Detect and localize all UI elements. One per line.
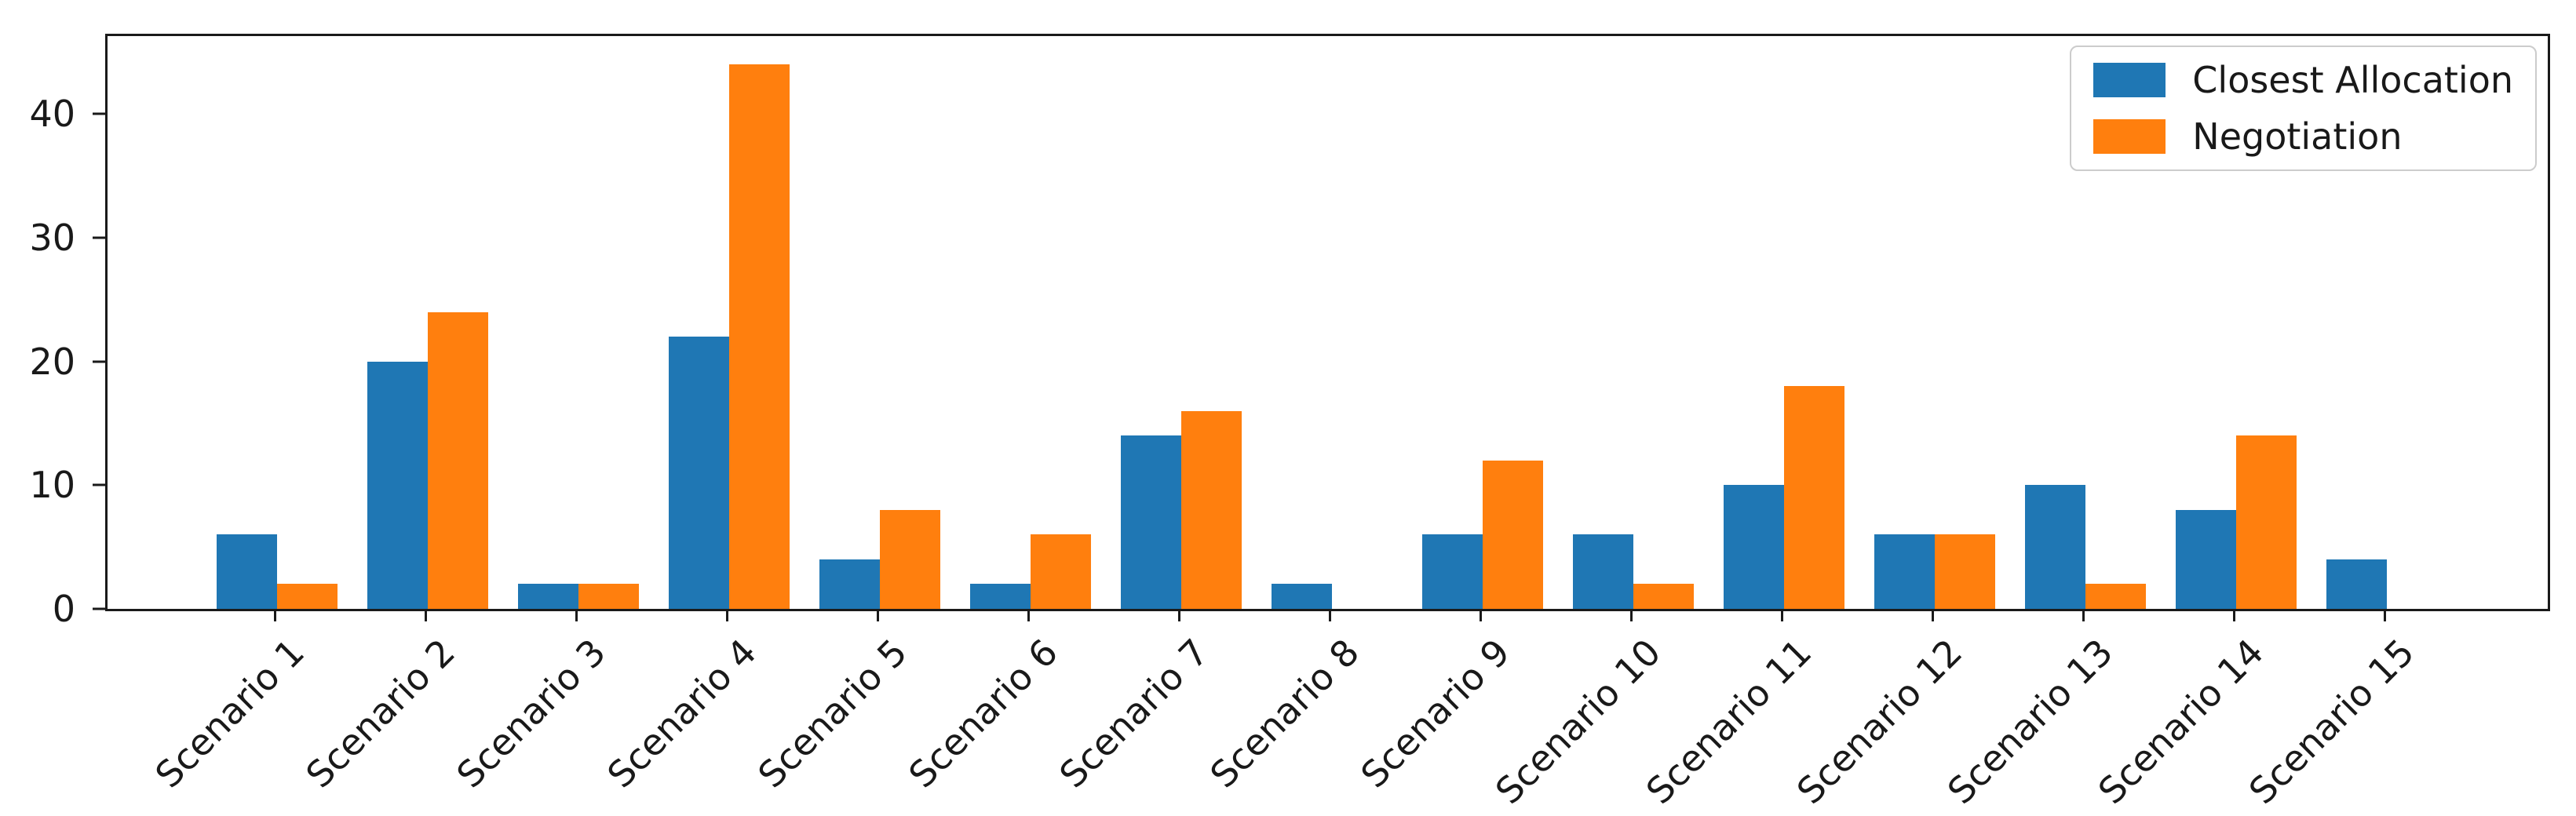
x-tick-mark (2082, 609, 2085, 621)
y-tick-label: 30 (29, 217, 75, 259)
x-tick-mark (725, 609, 728, 621)
x-tick-mark (273, 609, 276, 621)
x-tick-mark (1479, 609, 1482, 621)
x-tick-mark (2232, 609, 2235, 621)
x-tick-label-scenario-4: Scenario 4 (599, 630, 765, 796)
legend-label: Negotiation (2192, 115, 2403, 158)
y-tick-mark (93, 607, 105, 610)
plot-area: Closest Allocation Negotiation (105, 34, 2550, 611)
bar-closest-allocation-10 (1573, 534, 1633, 609)
legend-item: Negotiation (2093, 116, 2513, 157)
y-axis: 0 10 20 30 40 (0, 34, 105, 627)
bar-negotiation-2 (428, 311, 488, 609)
x-tick-label-scenario-7: Scenario 7 (1051, 630, 1217, 796)
x-axis: Scenario 1 Scenario 2 Scenario 3 Scenario 4… (105, 609, 2545, 816)
legend-swatch-icon (2093, 63, 2166, 97)
y-tick-label: 40 (29, 93, 75, 136)
bar-closest-allocation-7 (1121, 435, 1181, 609)
y-tick-mark (93, 112, 105, 115)
legend-item: Closest Allocation (2093, 60, 2513, 100)
x-tick-label-scenario-3: Scenario 3 (448, 630, 615, 796)
x-tick-label-scenario-9: Scenario 9 (1352, 630, 1519, 796)
bar-negotiation-9 (1483, 460, 1543, 609)
x-tick-mark (1328, 609, 1331, 621)
bar-closest-allocation-2 (367, 361, 428, 609)
bar-closest-allocation-9 (1422, 534, 1483, 609)
x-tick-mark (1629, 609, 1633, 621)
bar-closest-allocation-5 (819, 559, 880, 609)
x-tick-mark (1780, 609, 1783, 621)
y-tick-label: 0 (52, 588, 75, 630)
bar-closest-allocation-8 (1272, 584, 1332, 609)
bar-negotiation-6 (1031, 534, 1091, 609)
bar-negotiation-12 (1935, 534, 1995, 609)
x-tick-mark (575, 609, 578, 621)
y-tick-mark (93, 360, 105, 363)
bar-closest-allocation-4 (669, 337, 729, 609)
y-tick-mark (93, 483, 105, 486)
x-tick-mark (1027, 609, 1030, 621)
x-tick-label-scenario-2: Scenario 2 (297, 630, 464, 796)
bar-closest-allocation-3 (518, 584, 578, 609)
x-tick-mark (424, 609, 427, 621)
bar-closest-allocation-14 (2176, 509, 2236, 609)
x-tick-label-scenario-6: Scenario 6 (900, 630, 1067, 796)
bar-closest-allocation-6 (970, 584, 1031, 609)
y-tick-mark (93, 236, 105, 239)
y-tick-label: 20 (29, 340, 75, 383)
x-tick-mark (2383, 609, 2386, 621)
bar-negotiation-13 (2085, 584, 2146, 609)
bar-negotiation-11 (1784, 386, 1844, 609)
bar-negotiation-5 (880, 509, 940, 609)
bar-negotiation-14 (2236, 435, 2297, 609)
x-tick-mark (1177, 609, 1180, 621)
x-tick-label-scenario-5: Scenario 5 (750, 630, 916, 796)
bar-closest-allocation-13 (2025, 485, 2085, 609)
bar-negotiation-7 (1181, 410, 1242, 609)
legend-swatch-icon (2093, 119, 2166, 154)
y-tick-label: 10 (29, 464, 75, 507)
bar-closest-allocation-11 (1724, 485, 1784, 609)
bar-negotiation-3 (578, 584, 639, 609)
legend: Closest Allocation Negotiation (2070, 46, 2537, 171)
x-tick-label-scenario-1: Scenario 1 (147, 630, 313, 796)
bar-closest-allocation-15 (2326, 559, 2387, 609)
x-tick-mark (1931, 609, 1934, 621)
x-tick-label-scenario-8: Scenario 8 (1202, 630, 1368, 796)
bar-closest-allocation-1 (217, 534, 277, 609)
bar-negotiation-10 (1633, 584, 1694, 609)
x-tick-mark (876, 609, 879, 621)
legend-label: Closest Allocation (2192, 59, 2513, 101)
bar-negotiation-4 (729, 64, 790, 609)
bar-closest-allocation-12 (1874, 534, 1935, 609)
bar-negotiation-1 (277, 584, 338, 609)
